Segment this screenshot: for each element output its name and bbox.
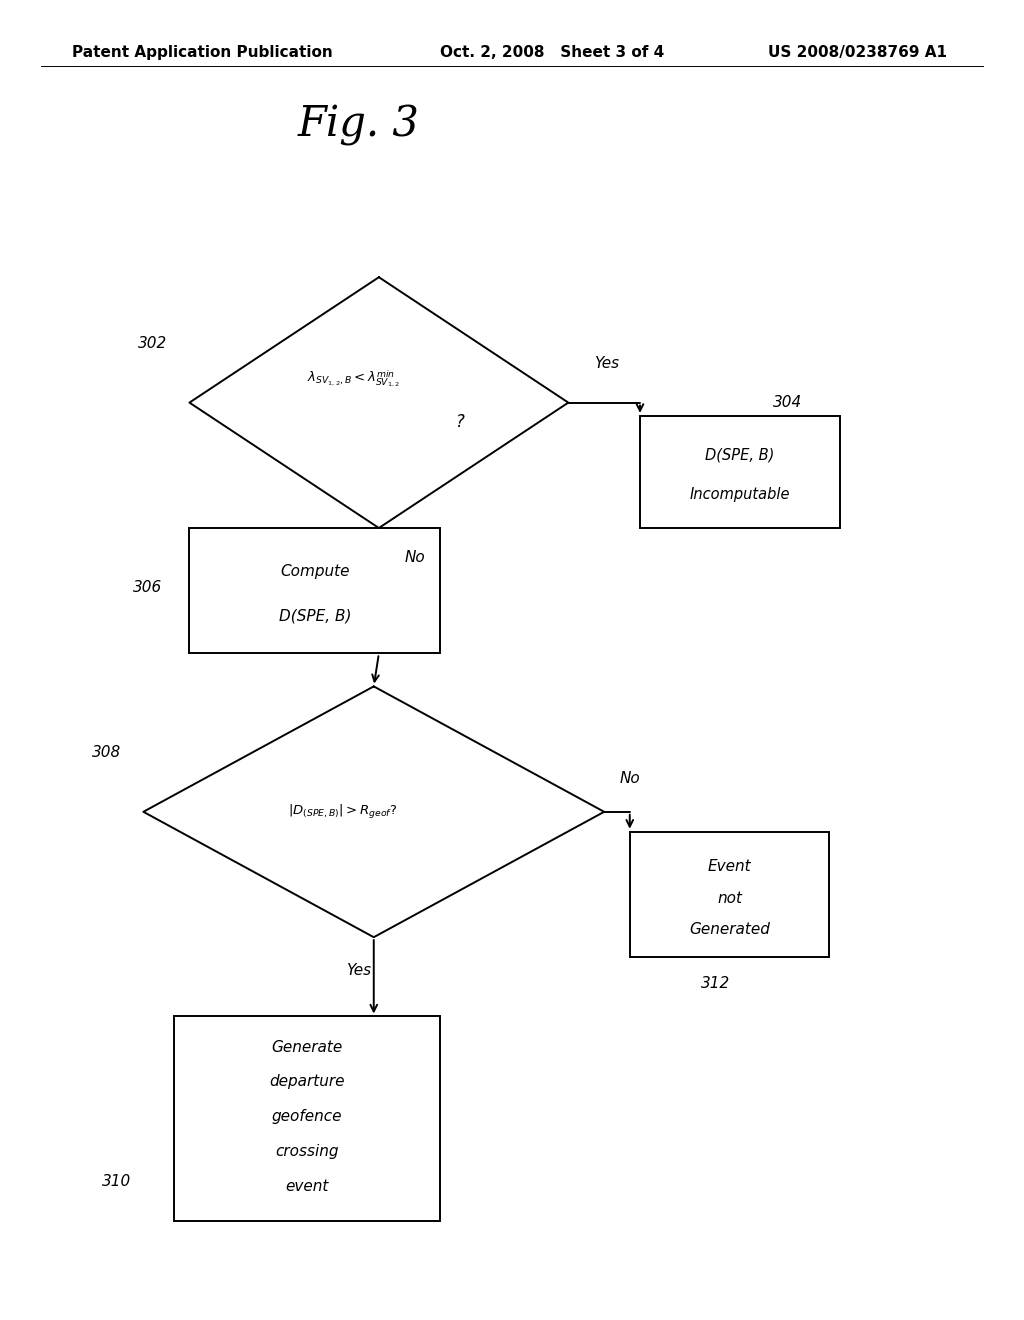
Text: 308: 308 [92,744,122,760]
Text: 312: 312 [701,975,731,991]
Text: D(SPE, B): D(SPE, B) [279,609,351,623]
Text: geofence: geofence [272,1109,342,1125]
Text: departure: departure [269,1074,345,1089]
Text: Oct. 2, 2008   Sheet 3 of 4: Oct. 2, 2008 Sheet 3 of 4 [440,45,665,61]
Text: Generated: Generated [689,921,770,937]
Text: 302: 302 [138,335,168,351]
Text: $\lambda_{SV_{1,2}, B} < \lambda_{SV_{1,2}}^{min}$: $\lambda_{SV_{1,2}, B} < \lambda_{SV_{1,… [306,368,400,389]
Text: Event: Event [708,859,752,874]
Text: 310: 310 [102,1173,132,1189]
Text: Compute: Compute [281,565,349,579]
Bar [189,528,440,653]
Text: Generate: Generate [271,1040,343,1055]
Text: D(SPE, B): D(SPE, B) [706,447,774,462]
Text: event: event [286,1179,329,1193]
Text: ?: ? [457,413,465,432]
Text: 304: 304 [773,395,803,411]
Text: No: No [620,771,640,787]
Text: $|D_{(SPE,B)}| > R_{geof}$?: $|D_{(SPE,B)}| > R_{geof}$? [289,803,397,821]
Text: Fig. 3: Fig. 3 [297,104,420,147]
Text: Yes: Yes [346,962,371,978]
Bar [174,1016,440,1221]
Bar [630,832,829,957]
Text: US 2008/0238769 A1: US 2008/0238769 A1 [768,45,947,61]
Text: Yes: Yes [594,355,620,371]
Text: not: not [717,891,742,906]
Text: crossing: crossing [275,1144,339,1159]
Text: Patent Application Publication: Patent Application Publication [72,45,333,61]
Text: Incomputable: Incomputable [689,487,791,502]
Text: 306: 306 [133,579,163,595]
Bar [640,416,840,528]
Text: No: No [404,549,425,565]
